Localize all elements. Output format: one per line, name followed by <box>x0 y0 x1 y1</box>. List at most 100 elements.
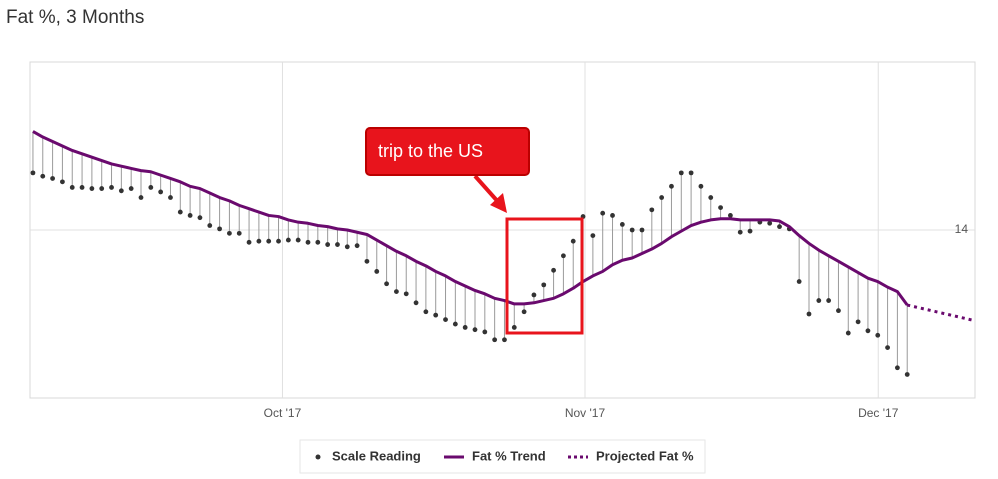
scale-reading-dot <box>541 282 547 288</box>
scale-reading-dot <box>128 186 134 191</box>
scale-reading-dot <box>433 312 439 318</box>
chart-title: Fat %, 3 Months <box>6 7 144 28</box>
projected-line <box>906 303 976 323</box>
scale-reading-dot <box>629 227 635 233</box>
y-tick-label: 14 <box>955 222 969 236</box>
x-tick-label: Dec '17 <box>858 406 899 420</box>
scale-reading-dot <box>659 195 665 200</box>
scale-reading-dot <box>728 213 733 218</box>
scale-reading-dot <box>394 289 399 294</box>
scale-reading-dot <box>69 185 75 190</box>
scale-reading-dot <box>168 195 173 200</box>
scale-reading-dot <box>364 258 370 264</box>
scale-reading-dot <box>669 183 674 189</box>
scale-reading-dot <box>649 207 655 213</box>
scale-reading-dot <box>30 170 36 176</box>
scale-reading-dot <box>187 213 193 218</box>
x-tick-label: Nov '17 <box>565 406 606 420</box>
scale-reading-dot <box>836 308 841 314</box>
scale-reading-dot <box>285 237 291 243</box>
scale-reading-dot <box>138 195 144 200</box>
scale-reading-dot <box>403 291 409 297</box>
scale-reading-dot <box>875 332 881 338</box>
scale-reading-dot <box>227 230 232 236</box>
scale-reading-dot <box>806 311 812 317</box>
scale-reading-dot <box>158 189 164 195</box>
scale-reading-dot <box>502 337 507 343</box>
scale-reading-dot <box>472 327 478 333</box>
scale-reading-dot <box>482 329 488 335</box>
scale-reading-dot <box>207 223 213 228</box>
scale-reading-dot <box>413 300 419 306</box>
scale-reading-dot <box>777 224 782 230</box>
scale-reading-dot <box>511 325 517 330</box>
scale-reading-dot <box>590 233 596 239</box>
scale-reading-dot <box>698 183 704 189</box>
annotation-arrowhead <box>490 193 507 213</box>
scale-reading-dot <box>79 185 85 190</box>
scale-reading-dot <box>551 267 556 273</box>
annotation-arrow <box>473 174 502 206</box>
scale-reading-dot <box>266 238 272 244</box>
scale-reading-dot <box>384 281 389 287</box>
scale-reading-dot <box>865 328 871 334</box>
scale-reading-dot <box>109 185 114 190</box>
scale-reading-dot <box>904 372 910 377</box>
scale-reading-dot <box>236 230 242 236</box>
x-tick-label: Oct '17 <box>264 406 302 420</box>
scale-reading-dot <box>816 298 822 303</box>
scale-reading-dot <box>826 298 832 303</box>
scale-reading-dot <box>845 330 851 336</box>
legend-label: Projected Fat % <box>596 448 694 463</box>
scale-reading-dot <box>118 188 124 194</box>
scale-reading-dot <box>570 238 576 244</box>
annotation-box <box>365 127 530 176</box>
scale-reading-dot <box>443 317 448 322</box>
scale-reading-dot <box>708 195 714 200</box>
scale-reading-dot <box>374 269 380 274</box>
scale-reading-dot <box>462 325 468 330</box>
scale-reading-dot <box>305 239 311 245</box>
scale-reading-dot <box>177 209 183 215</box>
legend-symbol <box>315 454 321 460</box>
scale-reading-dot <box>276 238 281 244</box>
legend <box>299 439 706 474</box>
scale-reading-dot <box>148 185 154 190</box>
scale-reading-dot <box>89 186 95 191</box>
scale-reading-dot <box>600 210 606 216</box>
scale-reading-dot <box>747 228 753 234</box>
scale-reading-dot <box>60 179 65 185</box>
scale-reading-dot <box>256 238 262 244</box>
scale-reading-dot <box>344 244 350 250</box>
scale-reading-dot <box>678 170 684 176</box>
scale-reading-dot <box>315 239 321 245</box>
scale-reading-dot <box>885 345 890 350</box>
scale-reading-dot <box>531 292 537 298</box>
scale-reading-dot <box>610 213 615 218</box>
scale-reading-dot <box>99 186 105 191</box>
scale-reading-dot <box>50 176 55 181</box>
scale-reading-dot <box>639 227 645 233</box>
scale-reading-dot <box>197 215 203 221</box>
scale-reading-dot <box>40 173 46 179</box>
scale-reading-dot <box>492 337 498 343</box>
scale-reading-dot <box>561 253 566 259</box>
scale-reading-dot <box>246 239 252 245</box>
scale-reading-dot <box>796 279 802 284</box>
legend-label: Scale Reading <box>332 448 421 463</box>
scale-reading-dot <box>295 237 301 243</box>
scale-reading-dot <box>423 309 429 315</box>
legend-label: Fat % Trend <box>472 448 546 463</box>
scale-reading-dot <box>452 321 458 327</box>
annotation-text: trip to the US <box>378 141 483 161</box>
scale-reading-dot <box>688 170 694 176</box>
scale-reading-dot <box>855 319 861 325</box>
scale-reading-dot <box>718 205 723 211</box>
scale-reading-dot <box>619 222 625 227</box>
highlight-box <box>505 217 584 335</box>
scale-reading-dot <box>217 226 222 232</box>
scale-reading-dot <box>354 243 360 249</box>
scale-reading-dot <box>335 242 340 247</box>
scale-reading-dot <box>894 365 900 371</box>
